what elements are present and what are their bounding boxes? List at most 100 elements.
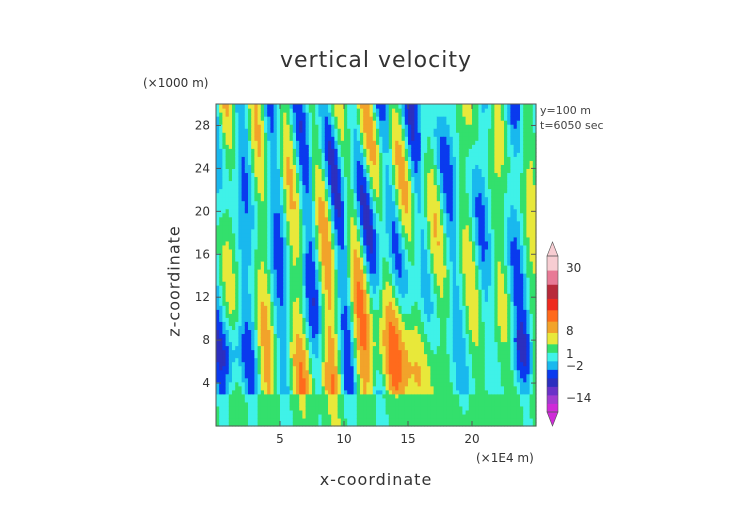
heatmap-cell — [392, 273, 396, 278]
heatmap-cell — [222, 208, 227, 214]
heatmap-cell — [216, 104, 220, 109]
heatmap-cell — [344, 345, 348, 351]
heatmap-cell — [276, 144, 281, 149]
heatmap-cell — [360, 405, 364, 411]
heatmap-cell — [283, 156, 287, 161]
heatmap-cell — [257, 124, 262, 129]
heatmap-cell — [305, 144, 310, 149]
heatmap-cell — [238, 120, 243, 125]
heatmap-cell — [363, 381, 367, 387]
heatmap-cell — [225, 265, 230, 270]
heatmap-cell — [372, 220, 377, 226]
heatmap-cell — [366, 188, 371, 194]
heatmap-cell — [398, 116, 403, 121]
heatmap-cell — [264, 361, 268, 367]
heatmap-cell — [305, 108, 310, 113]
heatmap-cell — [376, 176, 380, 182]
heatmap-cell — [382, 369, 387, 375]
heatmap-cell — [388, 228, 393, 234]
heatmap-cell — [363, 393, 367, 399]
heatmap-cell — [270, 204, 275, 210]
heatmap-cell — [315, 393, 319, 399]
heatmap-cell — [251, 196, 255, 202]
heatmap-cell — [382, 108, 387, 113]
heatmap-cell — [353, 393, 358, 399]
heatmap-cell — [292, 204, 297, 210]
heatmap-cell — [353, 256, 358, 262]
heatmap-cell — [331, 381, 335, 387]
heatmap-cell — [248, 277, 252, 282]
heatmap-cell — [334, 269, 339, 274]
heatmap-cell — [363, 325, 367, 331]
heatmap-cell — [379, 405, 383, 411]
heatmap-cell — [296, 333, 300, 339]
heatmap-cell — [276, 124, 281, 129]
heatmap-cell — [299, 172, 303, 178]
heatmap-cell — [331, 168, 335, 174]
heatmap-cell — [257, 252, 262, 258]
heatmap-cell — [388, 277, 393, 282]
heatmap-cell — [353, 236, 358, 242]
heatmap-cell — [308, 337, 313, 343]
heatmap-cell — [225, 421, 230, 427]
heatmap-cell — [385, 168, 390, 174]
heatmap-cell — [283, 353, 287, 359]
heatmap-cell — [283, 204, 287, 210]
heatmap-cell — [328, 220, 332, 226]
heatmap-cell — [267, 176, 271, 182]
heatmap-cell — [289, 265, 294, 270]
heatmap-cell — [305, 192, 310, 198]
heatmap-cell — [273, 120, 278, 125]
heatmap-cell — [337, 361, 342, 367]
heatmap-cell — [318, 285, 323, 290]
heatmap-cell — [328, 381, 332, 387]
heatmap-cell — [222, 273, 227, 278]
heatmap-cell — [257, 265, 262, 270]
heatmap-cell — [299, 116, 303, 121]
heatmap-cell — [235, 128, 239, 133]
heatmap-cell — [328, 168, 332, 174]
heatmap-cell — [235, 293, 239, 298]
heatmap-cell — [369, 337, 374, 343]
heatmap-cell — [286, 289, 291, 294]
heatmap-cell — [235, 172, 239, 178]
heatmap-cell — [254, 313, 259, 318]
heatmap-cell — [254, 252, 259, 258]
heatmap-cell — [392, 152, 396, 157]
heatmap-cell — [385, 417, 390, 423]
heatmap-cell — [273, 265, 278, 270]
heatmap-cell — [379, 124, 383, 129]
heatmap-cell — [244, 421, 249, 427]
heatmap-cell — [369, 305, 374, 310]
heatmap-cell — [299, 341, 303, 347]
heatmap-cell — [283, 365, 287, 371]
heatmap-cell — [244, 140, 249, 145]
heatmap-cell — [360, 401, 364, 407]
heatmap-cell — [324, 152, 329, 157]
heatmap-cell — [366, 421, 371, 427]
heatmap-cell — [385, 369, 390, 375]
heatmap-cell — [283, 108, 287, 113]
heatmap-cell — [360, 369, 364, 375]
heatmap-cell — [267, 260, 271, 266]
heatmap-cell — [395, 301, 399, 306]
heatmap-cell — [302, 297, 307, 302]
heatmap-cell — [302, 385, 307, 391]
heatmap-cell — [286, 136, 291, 141]
heatmap-cell — [308, 413, 313, 419]
heatmap-cell — [264, 353, 268, 359]
heatmap-cell — [408, 413, 412, 419]
heatmap-cell — [350, 168, 355, 174]
heatmap-cell — [244, 401, 249, 407]
heatmap-cell — [273, 313, 278, 318]
heatmap-cell — [286, 349, 291, 355]
heatmap-cell — [376, 341, 380, 347]
heatmap-cell — [235, 220, 239, 226]
heatmap-cell — [216, 329, 220, 335]
heatmap-cell — [337, 112, 342, 117]
heatmap-cell — [376, 277, 380, 282]
heatmap-cell — [334, 120, 339, 125]
heatmap-cell — [299, 236, 303, 242]
heatmap-cell — [270, 196, 275, 202]
heatmap-cell — [404, 289, 409, 294]
